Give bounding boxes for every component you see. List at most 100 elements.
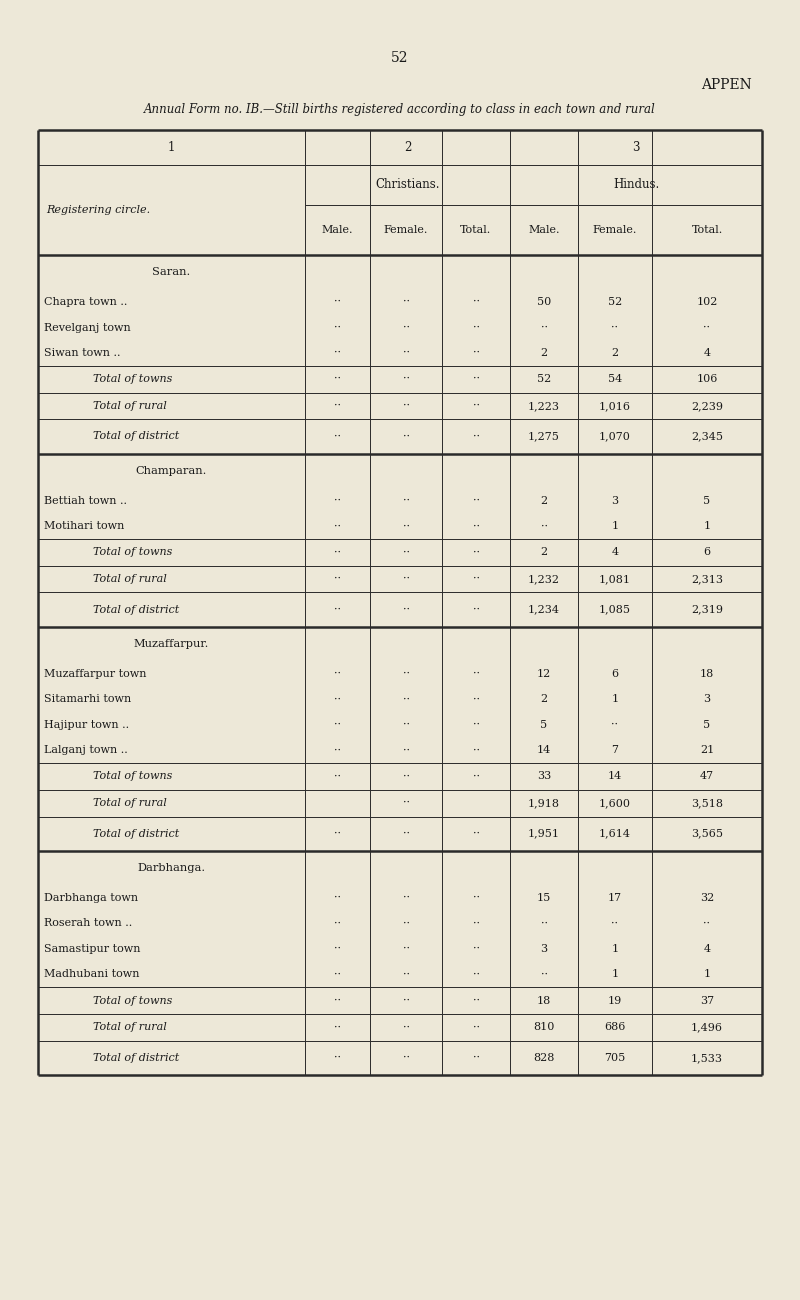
Text: 1,918: 1,918: [528, 798, 560, 809]
Text: 2,313: 2,313: [691, 575, 723, 584]
Text: 5: 5: [541, 720, 547, 729]
Text: 32: 32: [700, 893, 714, 903]
Text: ··: ··: [334, 996, 341, 1005]
Text: ··: ··: [402, 828, 410, 838]
Text: ··: ··: [402, 996, 410, 1005]
Text: ··: ··: [473, 322, 479, 333]
Text: ··: ··: [402, 771, 410, 781]
Text: 3,565: 3,565: [691, 828, 723, 838]
Text: 4: 4: [703, 944, 710, 954]
Text: 17: 17: [608, 893, 622, 903]
Text: 102: 102: [696, 298, 718, 307]
Text: Registering circle.: Registering circle.: [46, 205, 150, 214]
Text: 19: 19: [608, 996, 622, 1005]
Text: 3: 3: [632, 140, 640, 153]
Text: 2,345: 2,345: [691, 432, 723, 442]
Text: Lalganj town ..: Lalganj town ..: [44, 745, 128, 755]
Text: 6: 6: [703, 547, 710, 558]
Text: Total of rural: Total of rural: [93, 575, 166, 584]
Text: 106: 106: [696, 374, 718, 384]
Text: ··: ··: [541, 521, 547, 532]
Text: ··: ··: [473, 604, 479, 615]
Text: ··: ··: [402, 521, 410, 532]
Text: ··: ··: [334, 374, 341, 384]
Text: 18: 18: [537, 996, 551, 1005]
Text: 5: 5: [703, 720, 710, 729]
Text: Total of towns: Total of towns: [93, 771, 172, 781]
Text: 2: 2: [541, 348, 547, 358]
Text: 1: 1: [703, 521, 710, 532]
Text: ··: ··: [473, 298, 479, 307]
Text: ··: ··: [541, 970, 547, 979]
Text: Roserah town ..: Roserah town ..: [44, 919, 132, 928]
Text: 3: 3: [703, 694, 710, 705]
Text: Champaran.: Champaran.: [136, 465, 207, 476]
Text: ··: ··: [402, 575, 410, 584]
Text: ··: ··: [334, 547, 341, 558]
Text: 1,016: 1,016: [599, 400, 631, 411]
Text: Madhubani town: Madhubani town: [44, 970, 139, 979]
Text: ··: ··: [611, 322, 618, 333]
Text: ··: ··: [334, 521, 341, 532]
Text: ··: ··: [334, 720, 341, 729]
Text: Total of district: Total of district: [93, 432, 179, 442]
Text: ··: ··: [703, 322, 710, 333]
Text: 50: 50: [537, 298, 551, 307]
Text: 14: 14: [608, 771, 622, 781]
Text: Hajipur town ..: Hajipur town ..: [44, 720, 129, 729]
Text: ··: ··: [334, 348, 341, 358]
Text: 12: 12: [537, 670, 551, 679]
Text: ··: ··: [334, 919, 341, 928]
Text: ··: ··: [402, 919, 410, 928]
Text: Total.: Total.: [460, 225, 492, 235]
Text: ··: ··: [402, 1022, 410, 1032]
Text: ··: ··: [402, 745, 410, 755]
Text: 1,070: 1,070: [599, 432, 631, 442]
Text: Total of rural: Total of rural: [93, 798, 166, 809]
Text: 1,081: 1,081: [599, 575, 631, 584]
Text: Chapra town ..: Chapra town ..: [44, 298, 127, 307]
Text: ··: ··: [334, 944, 341, 954]
Text: 1: 1: [611, 521, 618, 532]
Text: ··: ··: [334, 1022, 341, 1032]
Text: Total of district: Total of district: [93, 604, 179, 615]
Text: Darbhanga.: Darbhanga.: [138, 863, 206, 874]
Text: 54: 54: [608, 374, 622, 384]
Text: Female.: Female.: [384, 225, 428, 235]
Text: Total of rural: Total of rural: [93, 1022, 166, 1032]
Text: ··: ··: [334, 575, 341, 584]
Text: ··: ··: [473, 521, 479, 532]
Text: ··: ··: [473, 828, 479, 838]
Text: 7: 7: [611, 745, 618, 755]
Text: 52: 52: [608, 298, 622, 307]
Text: 1,232: 1,232: [528, 575, 560, 584]
Text: ··: ··: [402, 348, 410, 358]
Text: ··: ··: [703, 919, 710, 928]
Text: Female.: Female.: [593, 225, 637, 235]
Text: ··: ··: [334, 432, 341, 442]
Text: Muzaffarpur town: Muzaffarpur town: [44, 670, 146, 679]
Text: ··: ··: [473, 720, 479, 729]
Text: ··: ··: [334, 970, 341, 979]
Text: ··: ··: [402, 670, 410, 679]
Text: 33: 33: [537, 771, 551, 781]
Text: ··: ··: [402, 798, 410, 809]
Text: 1,533: 1,533: [691, 1053, 723, 1063]
Text: 1,223: 1,223: [528, 400, 560, 411]
Text: 14: 14: [537, 745, 551, 755]
Text: ··: ··: [473, 694, 479, 705]
Text: ··: ··: [473, 970, 479, 979]
Text: ··: ··: [611, 919, 618, 928]
Text: Total of district: Total of district: [93, 828, 179, 838]
Text: ··: ··: [473, 670, 479, 679]
Text: ··: ··: [402, 495, 410, 506]
Text: Male.: Male.: [322, 225, 354, 235]
Text: 3,518: 3,518: [691, 798, 723, 809]
Text: ··: ··: [334, 1053, 341, 1063]
Text: 5: 5: [703, 495, 710, 506]
Text: 686: 686: [604, 1022, 626, 1032]
Text: ··: ··: [541, 919, 547, 928]
Text: 1: 1: [703, 970, 710, 979]
Text: Annual Form no. IB.—Still births registered according to class in each town and : Annual Form no. IB.—Still births registe…: [144, 104, 656, 117]
Text: 2: 2: [404, 140, 411, 153]
